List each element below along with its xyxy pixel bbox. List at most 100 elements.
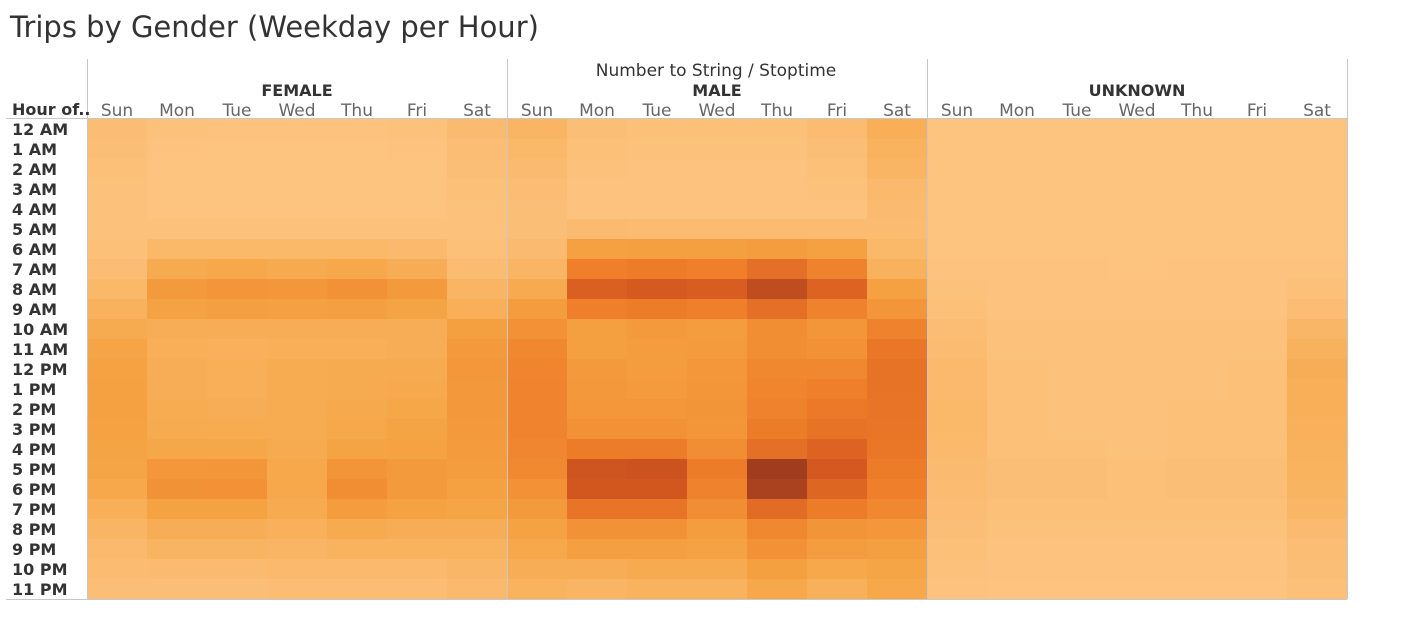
day-label: Sun xyxy=(941,101,973,121)
heatmap-cell xyxy=(567,419,628,440)
heatmap-cell xyxy=(927,499,988,520)
heatmap-cell xyxy=(327,379,388,400)
heatmap-cell xyxy=(447,279,508,300)
heatmap-cell xyxy=(507,259,568,280)
heatmap-cell xyxy=(387,279,448,300)
heatmap-cell xyxy=(447,459,508,480)
heatmap-cell xyxy=(327,459,388,480)
heatmap-cell xyxy=(267,559,328,580)
heatmap-cell xyxy=(87,199,148,220)
heatmap-cell xyxy=(1047,359,1108,380)
heatmap-cell xyxy=(87,479,148,500)
heatmap-cell xyxy=(87,399,148,420)
heatmap-cell xyxy=(867,199,928,220)
heatmap-cell xyxy=(687,199,748,220)
heatmap-cell xyxy=(1107,139,1168,160)
hour-label: 11 AM xyxy=(12,340,68,359)
heatmap-cell xyxy=(87,239,148,260)
heatmap-cell xyxy=(1167,339,1228,360)
heatmap-cell xyxy=(1047,439,1108,460)
heatmap-cell xyxy=(267,499,328,520)
heatmap-cell xyxy=(1167,239,1228,260)
heatmap-cell xyxy=(207,479,268,500)
heatmap-cell xyxy=(747,179,808,200)
heatmap-cell xyxy=(447,139,508,160)
heatmap-cell xyxy=(507,519,568,540)
heatmap-cell xyxy=(1167,179,1228,200)
heatmap-cell xyxy=(1167,519,1228,540)
heatmap-cell xyxy=(627,459,688,480)
heatmap-cell xyxy=(1047,299,1108,320)
heatmap-cell xyxy=(267,479,328,500)
hour-label: 8 AM xyxy=(12,280,57,299)
heatmap-cell xyxy=(867,119,928,140)
day-label: Wed xyxy=(278,101,315,121)
heatmap-cell xyxy=(807,519,868,540)
heatmap-cell xyxy=(987,279,1048,300)
heatmap-cell xyxy=(1167,119,1228,140)
heatmap-cell xyxy=(987,199,1048,220)
heatmap-cell xyxy=(87,279,148,300)
heatmap-cell xyxy=(867,559,928,580)
heatmap-cell xyxy=(1227,339,1288,360)
heatmap-cell xyxy=(807,259,868,280)
heatmap-cell xyxy=(867,219,928,240)
heatmap-cell xyxy=(1227,179,1288,200)
heatmap-cell xyxy=(927,539,988,560)
chart-title: Trips by Gender (Weekday per Hour) xyxy=(10,10,539,44)
heatmap-cell xyxy=(507,399,568,420)
day-label: Thu xyxy=(760,101,793,121)
heatmap-cell xyxy=(687,219,748,240)
heatmap-cell xyxy=(387,119,448,140)
heatmap-cell xyxy=(567,479,628,500)
heatmap-cell xyxy=(327,199,388,220)
heatmap-cell xyxy=(447,499,508,520)
heatmap-cell xyxy=(327,399,388,420)
hour-label: 1 AM xyxy=(12,140,57,159)
heatmap-cell xyxy=(387,499,448,520)
heatmap-cell xyxy=(267,579,328,600)
hour-label: 6 AM xyxy=(12,240,57,259)
heatmap-cell xyxy=(387,419,448,440)
heatmap-cell xyxy=(987,219,1048,240)
heatmap-cell xyxy=(987,139,1048,160)
heatmap-cell xyxy=(1107,199,1168,220)
heatmap-cell xyxy=(1047,379,1108,400)
heatmap-cell xyxy=(507,159,568,180)
heatmap-cell xyxy=(507,119,568,140)
heatmap-cell xyxy=(327,499,388,520)
heatmap-cell xyxy=(747,439,808,460)
heatmap-cell xyxy=(447,359,508,380)
heatmap-cell xyxy=(387,179,448,200)
hour-label: 5 AM xyxy=(12,220,57,239)
heatmap-cell xyxy=(1107,379,1168,400)
heatmap-cell xyxy=(687,259,748,280)
heatmap-cell xyxy=(987,119,1048,140)
heatmap-cell xyxy=(807,319,868,340)
heatmap-cell xyxy=(1047,479,1108,500)
heatmap-cell xyxy=(1167,159,1228,180)
heatmap-cell xyxy=(627,479,688,500)
heatmap-cell xyxy=(327,299,388,320)
group-label-female: FEMALE xyxy=(261,81,332,100)
heatmap-cell xyxy=(867,419,928,440)
heatmap-cell xyxy=(1047,519,1108,540)
hour-label: 8 PM xyxy=(12,520,56,539)
heatmap-cell xyxy=(147,539,208,560)
heatmap-cell xyxy=(507,139,568,160)
heatmap-cell xyxy=(1227,119,1288,140)
heatmap-cell xyxy=(1227,439,1288,460)
heatmap-cell xyxy=(867,379,928,400)
heatmap-cell xyxy=(267,219,328,240)
heatmap-cell xyxy=(807,279,868,300)
heatmap-cell xyxy=(687,559,748,580)
heatmap-cell xyxy=(567,579,628,600)
heatmap-cell xyxy=(927,419,988,440)
heatmap-cell xyxy=(927,439,988,460)
heatmap-cell xyxy=(807,399,868,420)
heatmap-cell xyxy=(687,299,748,320)
heatmap-cell xyxy=(147,519,208,540)
heatmap-cell xyxy=(687,139,748,160)
group-label-male: MALE xyxy=(692,81,741,100)
heatmap-cell xyxy=(147,299,208,320)
